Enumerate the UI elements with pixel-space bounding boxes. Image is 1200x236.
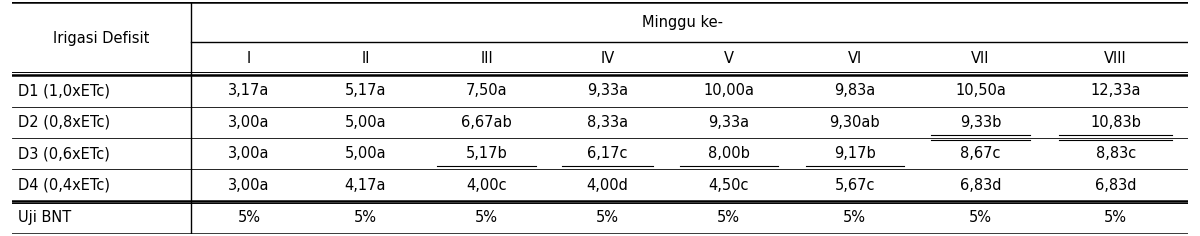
Text: 5,17b: 5,17b xyxy=(466,146,508,161)
Text: 9,17b: 9,17b xyxy=(834,146,876,161)
Text: 6,67ab: 6,67ab xyxy=(461,115,512,130)
Text: 3,00a: 3,00a xyxy=(228,177,270,193)
Text: 5%: 5% xyxy=(844,210,866,225)
Text: 5,00a: 5,00a xyxy=(344,146,386,161)
Text: 5%: 5% xyxy=(475,210,498,225)
Text: 5,00a: 5,00a xyxy=(344,115,386,130)
Text: 10,50a: 10,50a xyxy=(955,84,1006,98)
Text: 8,33a: 8,33a xyxy=(587,115,629,130)
Text: 8,00b: 8,00b xyxy=(708,146,750,161)
Text: I: I xyxy=(247,51,251,66)
Text: 4,17a: 4,17a xyxy=(344,177,386,193)
Text: 3,00a: 3,00a xyxy=(228,146,270,161)
Text: 6,83d: 6,83d xyxy=(1094,177,1136,193)
Text: 5,17a: 5,17a xyxy=(344,84,386,98)
Text: 5%: 5% xyxy=(354,210,377,225)
Text: VI: VI xyxy=(847,51,862,66)
Text: 10,83b: 10,83b xyxy=(1091,115,1141,130)
Text: 5%: 5% xyxy=(238,210,260,225)
Text: IV: IV xyxy=(600,51,614,66)
Text: 3,00a: 3,00a xyxy=(228,115,270,130)
Text: 12,33a: 12,33a xyxy=(1091,84,1141,98)
Text: 8,83c: 8,83c xyxy=(1096,146,1136,161)
Text: VIII: VIII xyxy=(1104,51,1127,66)
Text: 5,67c: 5,67c xyxy=(834,177,875,193)
Text: 6,83d: 6,83d xyxy=(960,177,1001,193)
Text: D1 (1,0xETc): D1 (1,0xETc) xyxy=(18,84,110,98)
Text: VII: VII xyxy=(971,51,990,66)
Text: D4 (0,4xETc): D4 (0,4xETc) xyxy=(18,177,110,193)
Text: 5%: 5% xyxy=(1104,210,1127,225)
Text: 9,33a: 9,33a xyxy=(708,115,749,130)
Text: II: II xyxy=(361,51,370,66)
Text: 7,50a: 7,50a xyxy=(466,84,508,98)
Text: 9,33b: 9,33b xyxy=(960,115,1001,130)
Text: D3 (0,6xETc): D3 (0,6xETc) xyxy=(18,146,109,161)
Text: 3,17a: 3,17a xyxy=(228,84,270,98)
Text: Irigasi Defisit: Irigasi Defisit xyxy=(53,31,150,46)
Text: 4,00d: 4,00d xyxy=(587,177,629,193)
Text: 5%: 5% xyxy=(968,210,992,225)
Text: Minggu ke-: Minggu ke- xyxy=(642,15,722,30)
Text: 9,30ab: 9,30ab xyxy=(829,115,880,130)
Text: 4,00c: 4,00c xyxy=(467,177,506,193)
Text: 9,33a: 9,33a xyxy=(587,84,629,98)
Text: 8,67c: 8,67c xyxy=(960,146,1001,161)
Text: III: III xyxy=(480,51,493,66)
Text: 5%: 5% xyxy=(718,210,740,225)
Text: Uji BNT: Uji BNT xyxy=(18,210,71,225)
Text: 4,50c: 4,50c xyxy=(708,177,749,193)
Text: 5%: 5% xyxy=(596,210,619,225)
Text: D2 (0,8xETc): D2 (0,8xETc) xyxy=(18,115,110,130)
Text: V: V xyxy=(724,51,733,66)
Text: 6,17c: 6,17c xyxy=(587,146,628,161)
Text: 9,83a: 9,83a xyxy=(834,84,875,98)
Text: 10,00a: 10,00a xyxy=(703,84,755,98)
